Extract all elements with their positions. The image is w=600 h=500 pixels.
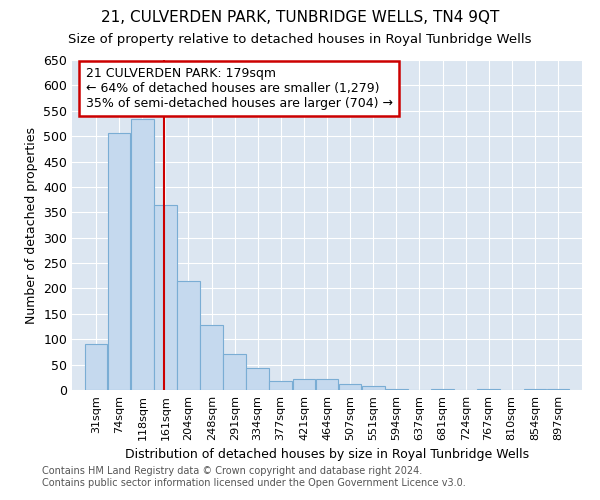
Bar [85,344,107,390]
Text: 21 CULVERDEN PARK: 179sqm
← 64% of detached houses are smaller (1,279)
35% of se: 21 CULVERDEN PARK: 179sqm ← 64% of detac… [86,67,392,110]
Bar [293,379,316,390]
Bar [154,204,177,390]
Bar [200,325,223,390]
Bar [269,381,292,390]
Bar [385,389,407,390]
Bar [247,368,269,390]
Text: Contains HM Land Registry data © Crown copyright and database right 2024.
Contai: Contains HM Land Registry data © Crown c… [42,466,466,487]
X-axis label: Distribution of detached houses by size in Royal Tunbridge Wells: Distribution of detached houses by size … [125,448,529,462]
Bar [131,120,154,390]
Bar [362,386,385,390]
Bar [316,379,338,390]
Bar [547,389,569,390]
Bar [177,281,200,390]
Bar [524,389,547,390]
Bar [431,389,454,390]
Bar [477,389,500,390]
Text: Size of property relative to detached houses in Royal Tunbridge Wells: Size of property relative to detached ho… [68,32,532,46]
Text: 21, CULVERDEN PARK, TUNBRIDGE WELLS, TN4 9QT: 21, CULVERDEN PARK, TUNBRIDGE WELLS, TN4… [101,10,499,25]
Bar [107,132,130,390]
Bar [338,384,361,390]
Y-axis label: Number of detached properties: Number of detached properties [25,126,38,324]
Bar [223,354,246,390]
